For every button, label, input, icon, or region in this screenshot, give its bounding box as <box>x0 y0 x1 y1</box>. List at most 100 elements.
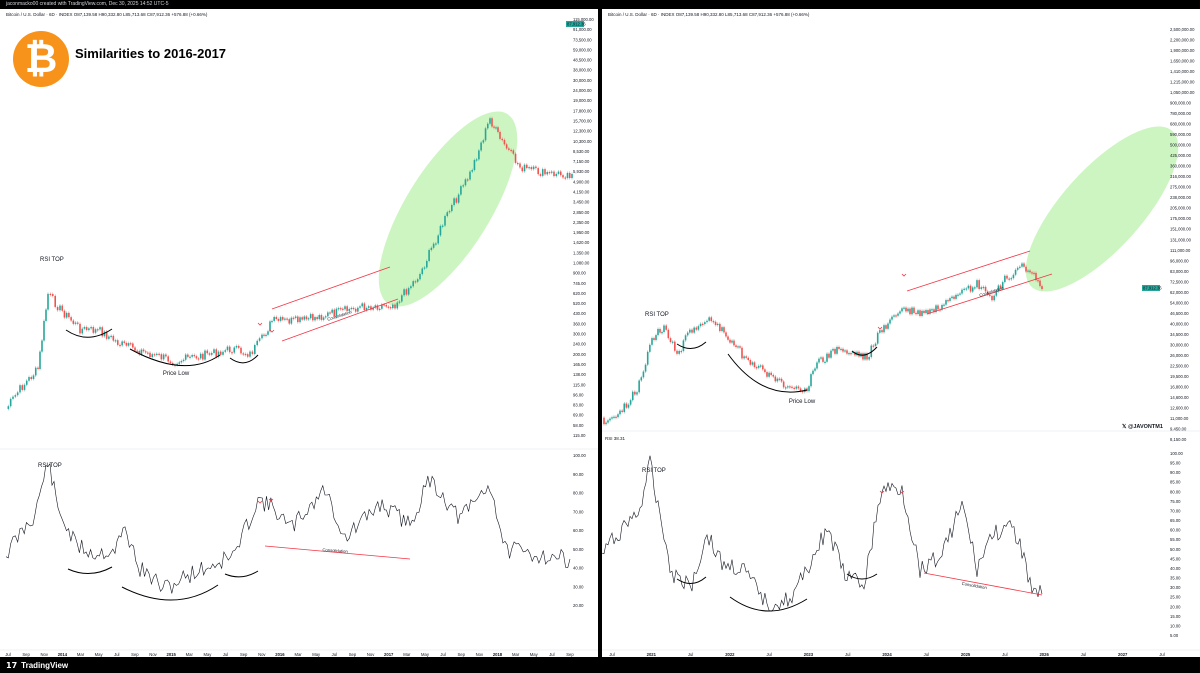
candle <box>889 319 891 324</box>
candle <box>307 318 310 320</box>
candle <box>497 127 499 132</box>
time-axis-label: Nov <box>367 652 375 657</box>
price-axis-label: 1,950.00 <box>573 230 590 235</box>
candle <box>929 309 931 314</box>
candle <box>801 391 804 393</box>
candle <box>741 347 743 359</box>
rsi-channel <box>923 572 1043 596</box>
candle <box>448 211 451 213</box>
candle <box>493 126 495 128</box>
bottom-arc <box>727 353 808 393</box>
candle <box>846 350 848 354</box>
price-axis-label: 5,930.00 <box>573 169 590 174</box>
candle <box>314 317 316 321</box>
time-axis-label: Mar <box>186 652 194 657</box>
candle <box>548 172 551 174</box>
price-axis-label: 83.00 <box>573 403 584 408</box>
candle <box>45 309 47 321</box>
chart-right-svg[interactable]: RSI TOP Price Low Consolidation 2,500,000.0… <box>602 9 1200 657</box>
candle <box>759 365 762 367</box>
candle <box>806 388 808 392</box>
candle <box>784 387 787 389</box>
time-axis-label: Jul <box>845 652 850 657</box>
candle <box>1019 266 1021 268</box>
candle <box>762 365 764 370</box>
candle <box>844 350 846 352</box>
price-axis-label: 620.00 <box>573 291 586 296</box>
chart-left-svg[interactable]: RSI TOP Price Low Consolidation 115,000.00 9… <box>0 9 598 657</box>
candle <box>787 386 789 388</box>
rsi-top-label-lower: RSI TOP <box>38 463 62 469</box>
candle <box>1010 278 1013 280</box>
candle <box>403 289 405 296</box>
projection-zone <box>378 111 518 307</box>
candle <box>37 367 39 369</box>
candle <box>747 357 750 361</box>
chart-panel-left: Bitcoin / U.S. Dollar · 6D · INDEX O87,1… <box>0 9 598 657</box>
candle <box>213 349 215 353</box>
candle <box>134 347 136 351</box>
candle <box>121 341 123 346</box>
candle <box>217 351 220 357</box>
candle <box>909 308 911 315</box>
candle <box>774 376 777 382</box>
time-axis-label: Sep <box>22 652 30 657</box>
candle <box>224 350 227 352</box>
candle <box>28 377 30 381</box>
candle <box>195 356 198 359</box>
watermark-handle: @JAVONTM1 <box>1127 424 1163 430</box>
rsi-axis-label: 20.00 <box>573 603 584 608</box>
price-axis-label: 2,500,000.00 <box>1170 27 1195 32</box>
candle <box>768 372 770 377</box>
candle <box>279 317 282 321</box>
candle <box>634 391 636 395</box>
candle <box>171 362 174 365</box>
candle <box>850 353 852 355</box>
candle <box>764 369 766 373</box>
candle <box>989 294 991 296</box>
candle <box>269 321 271 332</box>
price-axis-label: 151,000.00 <box>1170 227 1192 232</box>
candle <box>982 286 985 289</box>
time-axis-label: Jul <box>766 652 771 657</box>
candle <box>755 367 758 369</box>
candle <box>539 174 542 176</box>
candle <box>897 313 899 316</box>
candle <box>392 304 394 309</box>
price-axis-label: 240.00 <box>573 342 586 347</box>
candle <box>937 305 939 310</box>
candle <box>469 171 471 180</box>
candle <box>862 353 864 360</box>
price-axis-label: 745.00 <box>573 281 586 286</box>
rsi-axis-label: 60.00 <box>1170 528 1181 533</box>
candle <box>723 327 725 333</box>
candle <box>119 344 121 347</box>
price-axis-label: 165.00 <box>573 362 586 367</box>
candle <box>621 410 623 412</box>
candle <box>935 305 937 313</box>
candle <box>1029 270 1031 273</box>
candle <box>88 328 90 331</box>
symbol-legend: Bitcoin / U.S. Dollar · 6D · INDEX O87,1… <box>6 12 208 17</box>
candle <box>627 404 630 408</box>
candle <box>426 260 428 268</box>
candle <box>303 316 306 320</box>
candle <box>235 345 238 348</box>
candle <box>605 422 607 425</box>
price-axis-label: 1,215,000.00 <box>1170 80 1195 85</box>
rsi-axis-label: 20.00 <box>1170 604 1181 609</box>
candle <box>473 160 476 171</box>
bitcoin-logo-icon: ₿ <box>13 31 69 87</box>
candle <box>883 325 885 333</box>
candle <box>162 354 165 360</box>
candle <box>965 288 968 290</box>
candle <box>244 353 247 356</box>
candle <box>699 323 702 327</box>
time-axis-label: 2026 <box>1039 652 1049 657</box>
rsi-axis-label: 40.00 <box>573 566 584 571</box>
candle <box>138 351 141 355</box>
bottom-arc <box>129 348 221 367</box>
candle <box>103 331 106 337</box>
candle <box>976 280 978 288</box>
candle <box>1041 286 1043 289</box>
